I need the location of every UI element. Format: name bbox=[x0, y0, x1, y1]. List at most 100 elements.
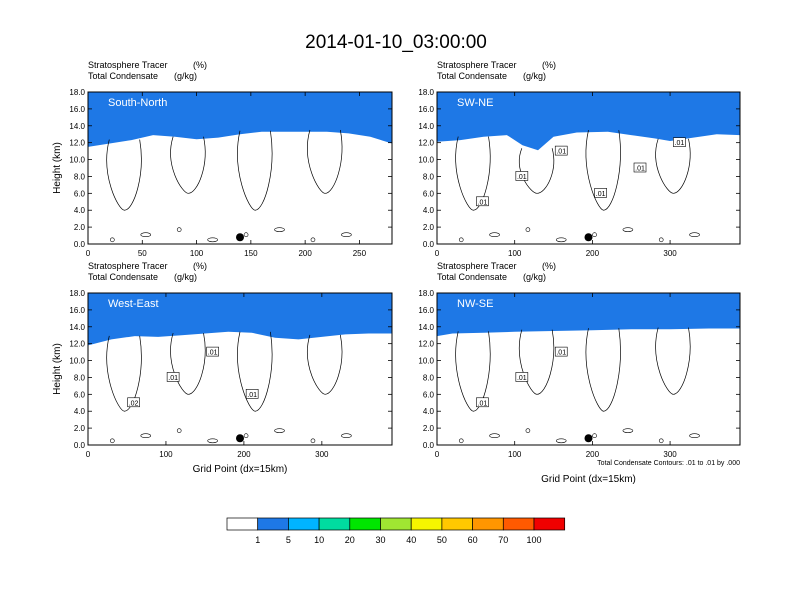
y-tick-label: 8.0 bbox=[423, 172, 435, 181]
y-tick-label: 6.0 bbox=[74, 390, 86, 399]
y-tick-label: 0.0 bbox=[74, 240, 86, 249]
condensate-contour bbox=[307, 129, 343, 194]
y-tick-label: 6.0 bbox=[423, 390, 435, 399]
labelbar: 1 5 10 20 30 40 50 60 70 100 bbox=[226, 517, 566, 545]
plot-area: .01 .01 .01 .01 .01 .01 bbox=[437, 92, 740, 244]
labelbar-label: 20 bbox=[345, 535, 355, 545]
contour-label-box bbox=[633, 162, 647, 173]
labelbar-box bbox=[502, 517, 535, 531]
y-tick-label: 2.0 bbox=[423, 223, 435, 232]
contour-label-box bbox=[554, 346, 568, 357]
condensate-contour-small bbox=[140, 232, 152, 238]
x-tick-label: 300 bbox=[315, 450, 329, 459]
x-tick-label: 100 bbox=[190, 249, 204, 258]
y-tick-label: 12.0 bbox=[418, 340, 434, 349]
header-right: (%) bbox=[542, 261, 556, 271]
x-tick-label: 50 bbox=[138, 249, 147, 258]
y-tick-label: 0.0 bbox=[423, 441, 435, 450]
contour-label: .01 bbox=[675, 140, 685, 147]
condensate-contour-small bbox=[555, 237, 567, 243]
x-tick-label: 100 bbox=[508, 249, 522, 258]
y-tick-label: 8.0 bbox=[74, 373, 86, 382]
contour-label-box bbox=[127, 397, 140, 408]
sub-left: Total Condensate bbox=[88, 71, 158, 81]
y-tick-label: 0.0 bbox=[74, 441, 86, 450]
condensate-contour bbox=[106, 139, 142, 211]
labelbar-label: 5 bbox=[286, 535, 291, 545]
sub-right: (g/kg) bbox=[523, 71, 546, 81]
contour-label-box bbox=[476, 397, 489, 408]
sub-right: (g/kg) bbox=[174, 272, 197, 282]
x-tick-label: 200 bbox=[298, 249, 312, 258]
x-axis-label: Grid Point (dx=15km) bbox=[193, 464, 288, 475]
center-marker bbox=[584, 434, 593, 443]
contour-label-box bbox=[673, 137, 686, 147]
labelbar-box bbox=[380, 517, 412, 531]
y-tick-label: 14.0 bbox=[418, 122, 434, 131]
condensate-contour-small bbox=[140, 433, 152, 439]
sub-left: Total Condensate bbox=[88, 272, 158, 282]
plot-frame bbox=[87, 91, 393, 245]
condensate-contour bbox=[585, 328, 621, 412]
condensate-contour-small bbox=[622, 227, 634, 232]
condensate-contour-small bbox=[622, 428, 634, 433]
contour-label: .01 bbox=[478, 199, 488, 206]
labelbar-label: 60 bbox=[468, 535, 478, 545]
condensate-contour-small bbox=[489, 232, 500, 238]
contour-label: .01 bbox=[208, 350, 218, 357]
condensate-contour bbox=[655, 327, 691, 395]
tracer-band-1 bbox=[88, 293, 392, 346]
y-tick-label: 14.0 bbox=[69, 122, 85, 131]
condensate-contour-small bbox=[592, 433, 597, 439]
x-tick-label: 250 bbox=[353, 249, 367, 258]
condensate-contour-small bbox=[592, 232, 597, 238]
y-tick-label: 16.0 bbox=[69, 306, 85, 315]
contour-label: .01 bbox=[517, 174, 527, 181]
panel-3: .02 .01 .01 .01 West-East 0.0 2.0 4.0 6.0 8.0 10.0… bbox=[52, 261, 393, 475]
x-tick-label: 100 bbox=[508, 450, 522, 459]
condensate-contour-small bbox=[310, 237, 316, 243]
x-tick-label: 0 bbox=[435, 450, 440, 459]
contour-footnote: Total Condensate Contours: .01 to .01 by… bbox=[597, 460, 740, 467]
condensate-contour bbox=[655, 138, 691, 194]
condensate-contour-small bbox=[274, 428, 285, 433]
condensate-contour-small bbox=[207, 237, 218, 243]
condensate-contour-small bbox=[176, 428, 182, 433]
contour-label: .01 bbox=[635, 166, 645, 173]
y-axis-label: Height (km) bbox=[52, 142, 63, 194]
contour-label: .01 bbox=[478, 400, 488, 407]
panel-1: South-North 0.0 2.0 4.0 6.0 8.0 10.0 12.0 14.0 16… bbox=[52, 60, 393, 258]
y-tick-label: 10.0 bbox=[418, 357, 434, 366]
header-right: (%) bbox=[193, 60, 207, 70]
y-tick-label: 8.0 bbox=[423, 373, 435, 382]
y-tick-label: 2.0 bbox=[423, 424, 435, 433]
y-tick-label: 6.0 bbox=[423, 189, 435, 198]
contour-label-box bbox=[594, 188, 607, 198]
plot-area: .02 .01 .01 .01 bbox=[88, 293, 392, 445]
x-tick-label: 300 bbox=[663, 249, 677, 258]
y-tick-label: 12.0 bbox=[69, 139, 85, 148]
labelbar-box bbox=[349, 517, 381, 531]
y-tick-label: 2.0 bbox=[74, 424, 86, 433]
condensate-contour-small bbox=[458, 438, 464, 444]
labelbar-box bbox=[410, 517, 443, 531]
labelbar-box bbox=[288, 517, 320, 531]
inset-label: West-East bbox=[108, 298, 159, 310]
center-marker bbox=[236, 233, 244, 242]
y-tick-label: 10.0 bbox=[69, 156, 85, 165]
sub-left: Total Condensate bbox=[437, 71, 507, 81]
labelbar-label: 50 bbox=[437, 535, 447, 545]
contour-label-box bbox=[206, 346, 219, 357]
labelbar-box bbox=[257, 517, 289, 531]
condensate-contour-small bbox=[658, 438, 664, 444]
condensate-contour-small bbox=[243, 433, 249, 439]
condensate-contour-small bbox=[274, 227, 285, 232]
condensate-contour-small bbox=[525, 227, 531, 232]
condensate-contour-small bbox=[658, 237, 664, 243]
x-axis-label: Grid Point (dx=15km) bbox=[541, 474, 636, 485]
contour-label-box bbox=[515, 171, 529, 181]
y-tick-label: 10.0 bbox=[69, 357, 85, 366]
header-left: Stratosphere Tracer bbox=[88, 261, 168, 271]
plot-frame bbox=[436, 91, 741, 245]
plot-area bbox=[88, 92, 392, 244]
